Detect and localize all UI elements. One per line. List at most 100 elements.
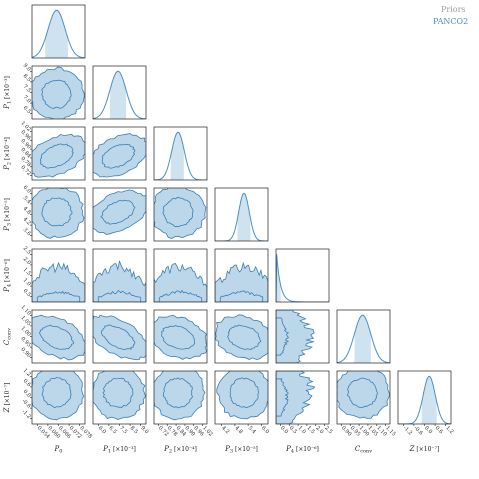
contour-inner-P3-P1 bbox=[100, 199, 136, 225]
x-axis-label-P1: P1 [×10⁻³] bbox=[102, 445, 136, 455]
contour-outer-Cconv-P0 bbox=[32, 314, 85, 361]
panel-frame bbox=[275, 309, 330, 364]
x-tick-label-P3: 5.4 bbox=[247, 425, 258, 436]
panel-Cconv-P0: 1.101.051.000.950.90 bbox=[19, 304, 86, 364]
y-tick-label-Z: -0.6 bbox=[21, 398, 32, 409]
contour-inner-P1-P0 bbox=[41, 79, 72, 109]
contour-inner-P4-P2 bbox=[158, 289, 203, 302]
contours-Z-P3 bbox=[216, 371, 268, 420]
contour-inner-Z-P4 bbox=[276, 378, 289, 417]
contour-inner-Z-Cconv bbox=[346, 377, 378, 408]
panel-frame bbox=[153, 309, 208, 364]
y-axis-label-Z: Z [×10⁻⁷] bbox=[3, 383, 11, 414]
panel-frame bbox=[92, 309, 147, 364]
panel-Z-P2: 0.720.780.840.900.961.02 bbox=[153, 370, 214, 438]
x-tick-label-P1: 6.0 bbox=[97, 425, 107, 435]
panel-frame bbox=[153, 248, 208, 303]
marginal-P3 bbox=[215, 192, 268, 241]
band-P2 bbox=[170, 132, 184, 180]
y-tick-label-Z: 1.2 bbox=[22, 368, 32, 378]
contour-outer-P2-P1 bbox=[93, 133, 146, 178]
posterior-curve-P1 bbox=[93, 70, 146, 119]
contours-Cconv-P1 bbox=[93, 314, 146, 361]
panel-frame bbox=[336, 309, 391, 364]
panel-Z-P3: 4.2 4.8 5.4 6.0 bbox=[214, 370, 270, 436]
panel-P3-P3 bbox=[214, 187, 269, 242]
x-axis-label-P3: P3 [×10⁻⁵] bbox=[224, 445, 258, 455]
x-tick-label-P1: 6.5 bbox=[107, 425, 117, 435]
contour-outer-P2-P0 bbox=[32, 133, 85, 178]
marginal-P0 bbox=[32, 9, 85, 58]
y-tick-label-Cconv: 1.05 bbox=[19, 315, 31, 327]
contour-outer-P3-P1 bbox=[93, 189, 146, 235]
panel-P2-P2 bbox=[153, 126, 208, 181]
posterior-curve-P4 bbox=[276, 254, 329, 302]
y-tick-label-Cconv: 0.90 bbox=[19, 347, 31, 359]
x-tick-label-P1: 7.5 bbox=[118, 425, 128, 435]
panel-Z-Z: -1.2 -0.6 0.0 0.6 1.2 bbox=[397, 370, 454, 436]
band-P3 bbox=[237, 193, 251, 241]
x-tick-label-P4: 1.0 bbox=[297, 425, 307, 435]
contours-Z-P4 bbox=[276, 371, 316, 424]
y-tick-label-Z: 0.6 bbox=[22, 378, 32, 388]
panel-Cconv-Cconv bbox=[336, 309, 391, 364]
panel-Cconv-P2 bbox=[153, 309, 208, 364]
panel-frame bbox=[275, 248, 330, 303]
x-axis-label-P4: P4 [×10⁻⁶] bbox=[285, 445, 319, 455]
panel-P2-P1 bbox=[92, 126, 147, 181]
y-tick-label-P4: 1.5 bbox=[22, 267, 32, 277]
x-tick-label-P4: 2.5 bbox=[323, 425, 333, 435]
contours-P4-P1 bbox=[93, 259, 146, 302]
contours-Cconv-P0 bbox=[32, 314, 85, 361]
contours-P2-P0 bbox=[32, 133, 85, 178]
contour-inner-Cconv-P0 bbox=[39, 324, 75, 350]
x-axis-label-P2: P2 [×10⁻⁴] bbox=[163, 445, 197, 455]
panel-Z-P4: 0.00.51.01.52.02.5 bbox=[275, 370, 333, 435]
marginal-P4 bbox=[276, 254, 329, 302]
x-tick-label-Z: 0.0 bbox=[423, 425, 433, 435]
panel-P4-P0: 2.52.01.51.00.5 bbox=[22, 246, 86, 303]
x-tick-label-P3: 4.2 bbox=[220, 425, 230, 435]
contours-P4-P3 bbox=[215, 261, 268, 302]
panel-frame bbox=[275, 370, 330, 425]
contour-inner-Z-P3 bbox=[229, 377, 259, 409]
y-tick-label-P1: 9.0 bbox=[22, 63, 32, 73]
contour-inner-P4-P0 bbox=[36, 290, 81, 302]
contour-outer-Z-P3 bbox=[216, 371, 268, 420]
panel-frame bbox=[214, 309, 269, 364]
y-axis-label-P3: P3 [×10⁻⁵] bbox=[3, 198, 13, 232]
panel-P2-P0: 1.020.960.900.840.780.72 bbox=[19, 120, 86, 181]
x-axis-label-P0: P0 bbox=[54, 445, 63, 455]
contours-P4-P2 bbox=[154, 262, 207, 302]
panel-Cconv-P4 bbox=[275, 309, 330, 364]
panel-P3-P0: 6.05.44.84.23.6 bbox=[22, 185, 86, 242]
contour-inner-P3-P2 bbox=[162, 196, 194, 228]
contours-P4-P0 bbox=[32, 261, 85, 302]
x-tick-label-P4: 0.0 bbox=[279, 425, 289, 435]
panel-Z-Cconv: 0.900.951.001.051.101.15 bbox=[336, 370, 397, 438]
panel-frame bbox=[214, 248, 269, 303]
contours-Z-P0 bbox=[32, 371, 85, 421]
contour-inner-P3-P0 bbox=[41, 197, 73, 227]
panel-P1-P0: 9.08.57.57.06.5 bbox=[22, 63, 86, 120]
y-tick-label-P4: 0.5 bbox=[22, 288, 32, 298]
panel-Cconv-P1 bbox=[92, 309, 147, 364]
contour-outer-Cconv-P3 bbox=[215, 314, 268, 361]
panel-P3-P1 bbox=[92, 187, 147, 242]
x-axis-label-Z: Z [×10⁻⁷] bbox=[409, 445, 440, 453]
marginal-P2 bbox=[154, 131, 207, 180]
x-tick-label-Z: 1.2 bbox=[444, 425, 454, 435]
contour-outer-P3-P0 bbox=[32, 188, 85, 239]
y-tick-label-P2: 0.72 bbox=[19, 165, 31, 177]
band-P4 bbox=[276, 254, 281, 302]
panel-frame bbox=[92, 126, 147, 181]
y-axis-label-Cconv: Cconv bbox=[3, 328, 13, 345]
contour-outer-Z-P2 bbox=[154, 371, 206, 421]
panel-P0-P0 bbox=[31, 4, 86, 59]
panel-P4-P1 bbox=[92, 248, 147, 303]
panel-P3-P2 bbox=[153, 187, 208, 242]
contours-Cconv-P3 bbox=[215, 314, 268, 361]
panel-frame bbox=[31, 4, 86, 59]
y-tick-label-Z: 0.0 bbox=[22, 389, 32, 399]
